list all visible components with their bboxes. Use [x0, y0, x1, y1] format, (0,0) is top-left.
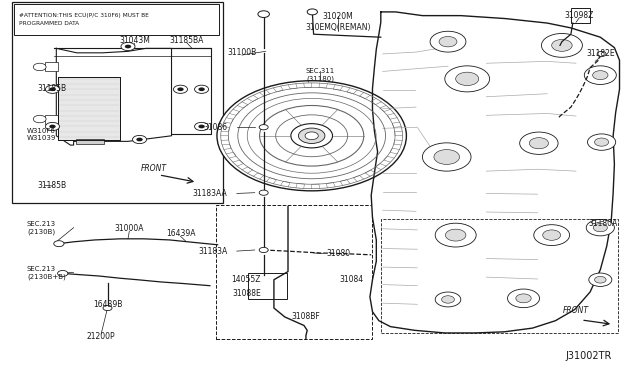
Circle shape	[422, 143, 471, 171]
Circle shape	[456, 72, 479, 86]
Circle shape	[305, 132, 318, 140]
Circle shape	[543, 230, 561, 240]
Text: 31185B: 31185B	[37, 181, 67, 190]
Circle shape	[435, 223, 476, 247]
Circle shape	[103, 305, 112, 311]
Text: 31020M
310EMQ(REMAN): 31020M 310EMQ(REMAN)	[305, 12, 371, 32]
Circle shape	[33, 115, 46, 123]
Text: 31185BA: 31185BA	[170, 36, 204, 45]
Text: 14055Z: 14055Z	[232, 275, 261, 284]
Text: 31084: 31084	[339, 275, 364, 284]
Circle shape	[198, 87, 205, 91]
Text: SEC.213
(2130B): SEC.213 (2130B)	[27, 221, 56, 235]
Text: #ATTENTION:THIS ECU(P/C 310F6) MUST BE: #ATTENTION:THIS ECU(P/C 310F6) MUST BE	[19, 13, 149, 17]
Text: 31043M: 31043M	[119, 36, 150, 45]
Text: 31086: 31086	[203, 123, 227, 132]
Bar	[45, 62, 58, 71]
Text: 21200P: 21200P	[87, 332, 115, 341]
Circle shape	[136, 138, 143, 141]
Circle shape	[593, 224, 607, 232]
Circle shape	[445, 229, 466, 241]
Text: 16439B: 16439B	[93, 300, 122, 309]
Circle shape	[125, 45, 131, 48]
Text: 16439A: 16439A	[166, 229, 195, 238]
Circle shape	[198, 125, 205, 128]
Circle shape	[307, 9, 317, 15]
Circle shape	[529, 138, 548, 149]
Circle shape	[291, 124, 333, 148]
Circle shape	[173, 85, 188, 93]
Text: 3108BF: 3108BF	[292, 312, 320, 321]
Text: W310F6
W31039: W310F6 W31039	[27, 128, 56, 141]
Circle shape	[298, 128, 325, 144]
Text: SEC.311
(31180): SEC.311 (31180)	[305, 68, 335, 82]
Circle shape	[434, 150, 460, 164]
Circle shape	[49, 87, 56, 91]
Circle shape	[588, 134, 616, 150]
Circle shape	[177, 87, 184, 91]
Circle shape	[589, 273, 612, 286]
Circle shape	[259, 125, 268, 130]
Polygon shape	[370, 12, 620, 333]
Text: 31183AA: 31183AA	[193, 189, 227, 198]
Circle shape	[258, 11, 269, 17]
Bar	[216, 205, 372, 339]
Text: 31185B: 31185B	[37, 84, 67, 93]
Circle shape	[435, 292, 461, 307]
Bar	[45, 115, 58, 124]
Text: 31088E: 31088E	[232, 289, 261, 298]
Circle shape	[430, 31, 466, 52]
Circle shape	[520, 132, 558, 154]
Circle shape	[597, 51, 606, 57]
Circle shape	[259, 247, 268, 253]
Circle shape	[595, 276, 606, 283]
Circle shape	[534, 225, 570, 246]
Circle shape	[54, 241, 64, 247]
Circle shape	[33, 63, 46, 71]
Text: FRONT: FRONT	[141, 164, 166, 173]
Text: PROGRAMMED DATA: PROGRAMMED DATA	[19, 21, 79, 26]
Bar	[14, 4, 219, 35]
Bar	[12, 2, 223, 203]
Circle shape	[121, 42, 135, 51]
Text: FRONT: FRONT	[563, 307, 589, 315]
Bar	[76, 139, 104, 144]
Bar	[248, 273, 287, 299]
Circle shape	[439, 36, 457, 47]
Circle shape	[442, 296, 454, 303]
Bar	[58, 77, 120, 140]
Circle shape	[45, 85, 60, 93]
Circle shape	[508, 289, 540, 308]
Circle shape	[552, 39, 572, 51]
Text: 31080: 31080	[326, 249, 351, 258]
Circle shape	[445, 66, 490, 92]
Circle shape	[45, 122, 60, 131]
Circle shape	[49, 125, 56, 128]
Circle shape	[195, 122, 209, 131]
Circle shape	[132, 135, 147, 144]
Circle shape	[195, 85, 209, 93]
Text: SEC.213
(2130B+B): SEC.213 (2130B+B)	[27, 266, 66, 280]
Text: 31182E: 31182E	[586, 49, 614, 58]
Circle shape	[259, 190, 268, 195]
Circle shape	[217, 81, 406, 191]
Circle shape	[541, 33, 582, 57]
Text: J31002TR: J31002TR	[566, 352, 612, 361]
Text: 31180A: 31180A	[588, 219, 618, 228]
Bar	[58, 77, 120, 140]
Bar	[381, 219, 618, 333]
Bar	[571, 8, 590, 23]
Circle shape	[516, 294, 531, 303]
Text: 31000A: 31000A	[115, 224, 144, 233]
Circle shape	[595, 138, 609, 146]
Circle shape	[586, 219, 614, 236]
Circle shape	[593, 71, 608, 80]
Circle shape	[58, 270, 68, 276]
Text: 31098Z: 31098Z	[564, 11, 594, 20]
Circle shape	[584, 66, 616, 84]
Text: 31100B: 31100B	[227, 48, 257, 57]
Text: 31183A: 31183A	[198, 247, 227, 256]
